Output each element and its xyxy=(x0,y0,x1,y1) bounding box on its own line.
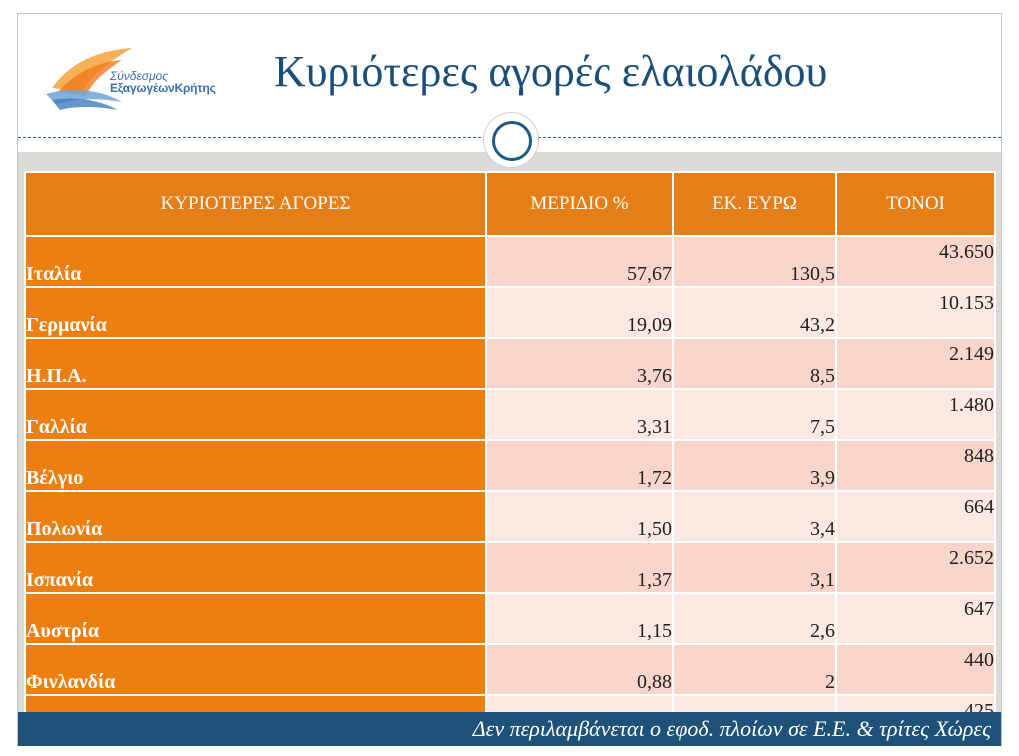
eur-cell: 3,9 xyxy=(672,439,837,492)
country-cell: Γαλλία xyxy=(24,388,487,441)
column-header-share: ΜΕΡΙΔΙΟ % xyxy=(485,171,674,237)
circle-ring-icon xyxy=(492,121,532,161)
table-row: Ιταλία 57,67 130,5 43.650 xyxy=(24,235,996,288)
logo-swoosh-icon xyxy=(46,48,132,110)
footer-bar: Δεν περιλαμβάνεται ο εφοδ. πλοίων σε Ε.Ε… xyxy=(18,712,1001,746)
country-cell: Πολωνία xyxy=(24,490,487,543)
eur-cell: 3,4 xyxy=(672,490,837,543)
slide: Σύνδεσμος ΕξαγωγέωνΚρήτης Κυριότερες αγο… xyxy=(17,13,1002,747)
tons-cell: 2.652 xyxy=(835,541,996,594)
footer-note: Δεν περιλαμβάνεται ο εφοδ. πλοίων σε Ε.Ε… xyxy=(472,716,991,741)
share-cell: 0,88 xyxy=(485,643,674,696)
table-header-row: ΚΥΡΙΟΤΕΡΕΣ ΑΓΟΡΕΣ ΜΕΡΙΔΙΟ % ΕΚ. ΕΥΡΩ ΤΟΝ… xyxy=(24,171,996,237)
markets-table: ΚΥΡΙΟΤΕΡΕΣ ΑΓΟΡΕΣ ΜΕΡΙΔΙΟ % ΕΚ. ΕΥΡΩ ΤΟΝ… xyxy=(24,171,996,747)
share-cell: 1,50 xyxy=(485,490,674,543)
table-row: Η.Π.Α. 3,76 8,5 2.149 xyxy=(24,337,996,390)
country-cell: Η.Π.Α. xyxy=(24,337,487,390)
association-logo: Σύνδεσμος ΕξαγωγέωνΚρήτης xyxy=(42,40,232,120)
tons-cell: 848 xyxy=(835,439,996,492)
country-cell: Αυστρία xyxy=(24,592,487,645)
table-row: Φινλανδία 0,88 2 440 xyxy=(24,643,996,696)
table-row: Γερμανία 19,09 43,2 10.153 xyxy=(24,286,996,339)
share-cell: 1,72 xyxy=(485,439,674,492)
table-row: Πολωνία 1,50 3,4 664 xyxy=(24,490,996,543)
share-cell: 1,15 xyxy=(485,592,674,645)
tons-cell: 1.480 xyxy=(835,388,996,441)
eur-cell: 3,1 xyxy=(672,541,837,594)
column-header-eur: ΕΚ. ΕΥΡΩ xyxy=(672,171,837,237)
tons-cell: 647 xyxy=(835,592,996,645)
tons-cell: 43.650 xyxy=(835,235,996,288)
share-cell: 3,76 xyxy=(485,337,674,390)
eur-cell: 2,6 xyxy=(672,592,837,645)
eur-cell: 7,5 xyxy=(672,388,837,441)
table-row: Ισπανία 1,37 3,1 2.652 xyxy=(24,541,996,594)
column-header-tons: ΤΟΝΟΙ xyxy=(835,171,996,237)
eur-cell: 2 xyxy=(672,643,837,696)
share-cell: 1,37 xyxy=(485,541,674,594)
page-title: Κυριότερες αγορές ελαιολάδου xyxy=(274,47,828,96)
country-cell: Βέλγιο xyxy=(24,439,487,492)
country-cell: Ισπανία xyxy=(24,541,487,594)
share-cell: 19,09 xyxy=(485,286,674,339)
tons-cell: 440 xyxy=(835,643,996,696)
table-row: Αυστρία 1,15 2,6 647 xyxy=(24,592,996,645)
country-cell: Γερμανία xyxy=(24,286,487,339)
table-row: Γαλλία 3,31 7,5 1.480 xyxy=(24,388,996,441)
country-cell: Φινλανδία xyxy=(24,643,487,696)
eur-cell: 8,5 xyxy=(672,337,837,390)
share-cell: 3,31 xyxy=(485,388,674,441)
share-cell: 57,67 xyxy=(485,235,674,288)
tons-cell: 2.149 xyxy=(835,337,996,390)
eur-cell: 43,2 xyxy=(672,286,837,339)
tons-cell: 10.153 xyxy=(835,286,996,339)
country-cell: Ιταλία xyxy=(24,235,487,288)
table-row: Βέλγιο 1,72 3,9 848 xyxy=(24,439,996,492)
logo-line-2: ΕξαγωγέωνΚρήτης xyxy=(110,81,216,95)
eur-cell: 130,5 xyxy=(672,235,837,288)
logo-line-1: Σύνδεσμος xyxy=(110,69,169,83)
column-header-markets: ΚΥΡΙΟΤΕΡΕΣ ΑΓΟΡΕΣ xyxy=(24,171,487,237)
tons-cell: 664 xyxy=(835,490,996,543)
circle-ornament xyxy=(483,112,539,168)
